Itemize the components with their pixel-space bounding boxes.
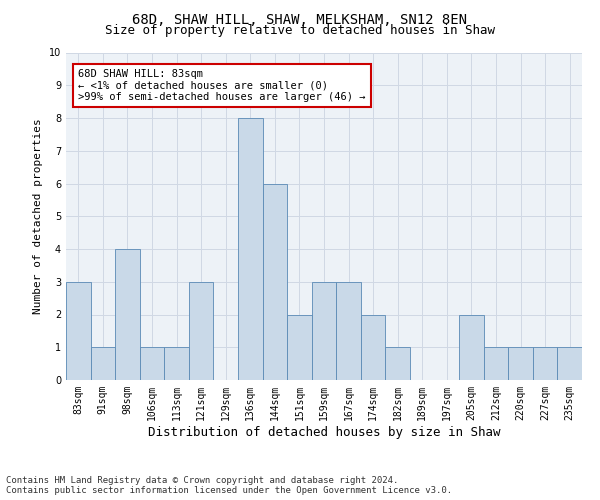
Bar — [533, 347, 557, 380]
Y-axis label: Number of detached properties: Number of detached properties — [34, 118, 43, 314]
Bar — [189, 282, 214, 380]
Bar — [140, 347, 164, 380]
Bar — [312, 282, 336, 380]
Text: Size of property relative to detached houses in Shaw: Size of property relative to detached ho… — [105, 24, 495, 37]
Bar — [484, 347, 508, 380]
Text: 68D, SHAW HILL, SHAW, MELKSHAM, SN12 8EN: 68D, SHAW HILL, SHAW, MELKSHAM, SN12 8EN — [133, 12, 467, 26]
Bar — [287, 314, 312, 380]
Bar — [91, 347, 115, 380]
Bar — [508, 347, 533, 380]
Bar — [115, 249, 140, 380]
Text: Contains HM Land Registry data © Crown copyright and database right 2024.
Contai: Contains HM Land Registry data © Crown c… — [6, 476, 452, 495]
Text: 68D SHAW HILL: 83sqm
← <1% of detached houses are smaller (0)
>99% of semi-detac: 68D SHAW HILL: 83sqm ← <1% of detached h… — [78, 69, 366, 102]
Bar — [361, 314, 385, 380]
Bar — [336, 282, 361, 380]
Bar — [164, 347, 189, 380]
Bar — [263, 184, 287, 380]
X-axis label: Distribution of detached houses by size in Shaw: Distribution of detached houses by size … — [148, 426, 500, 438]
Bar — [66, 282, 91, 380]
Bar — [557, 347, 582, 380]
Bar — [238, 118, 263, 380]
Bar — [385, 347, 410, 380]
Bar — [459, 314, 484, 380]
